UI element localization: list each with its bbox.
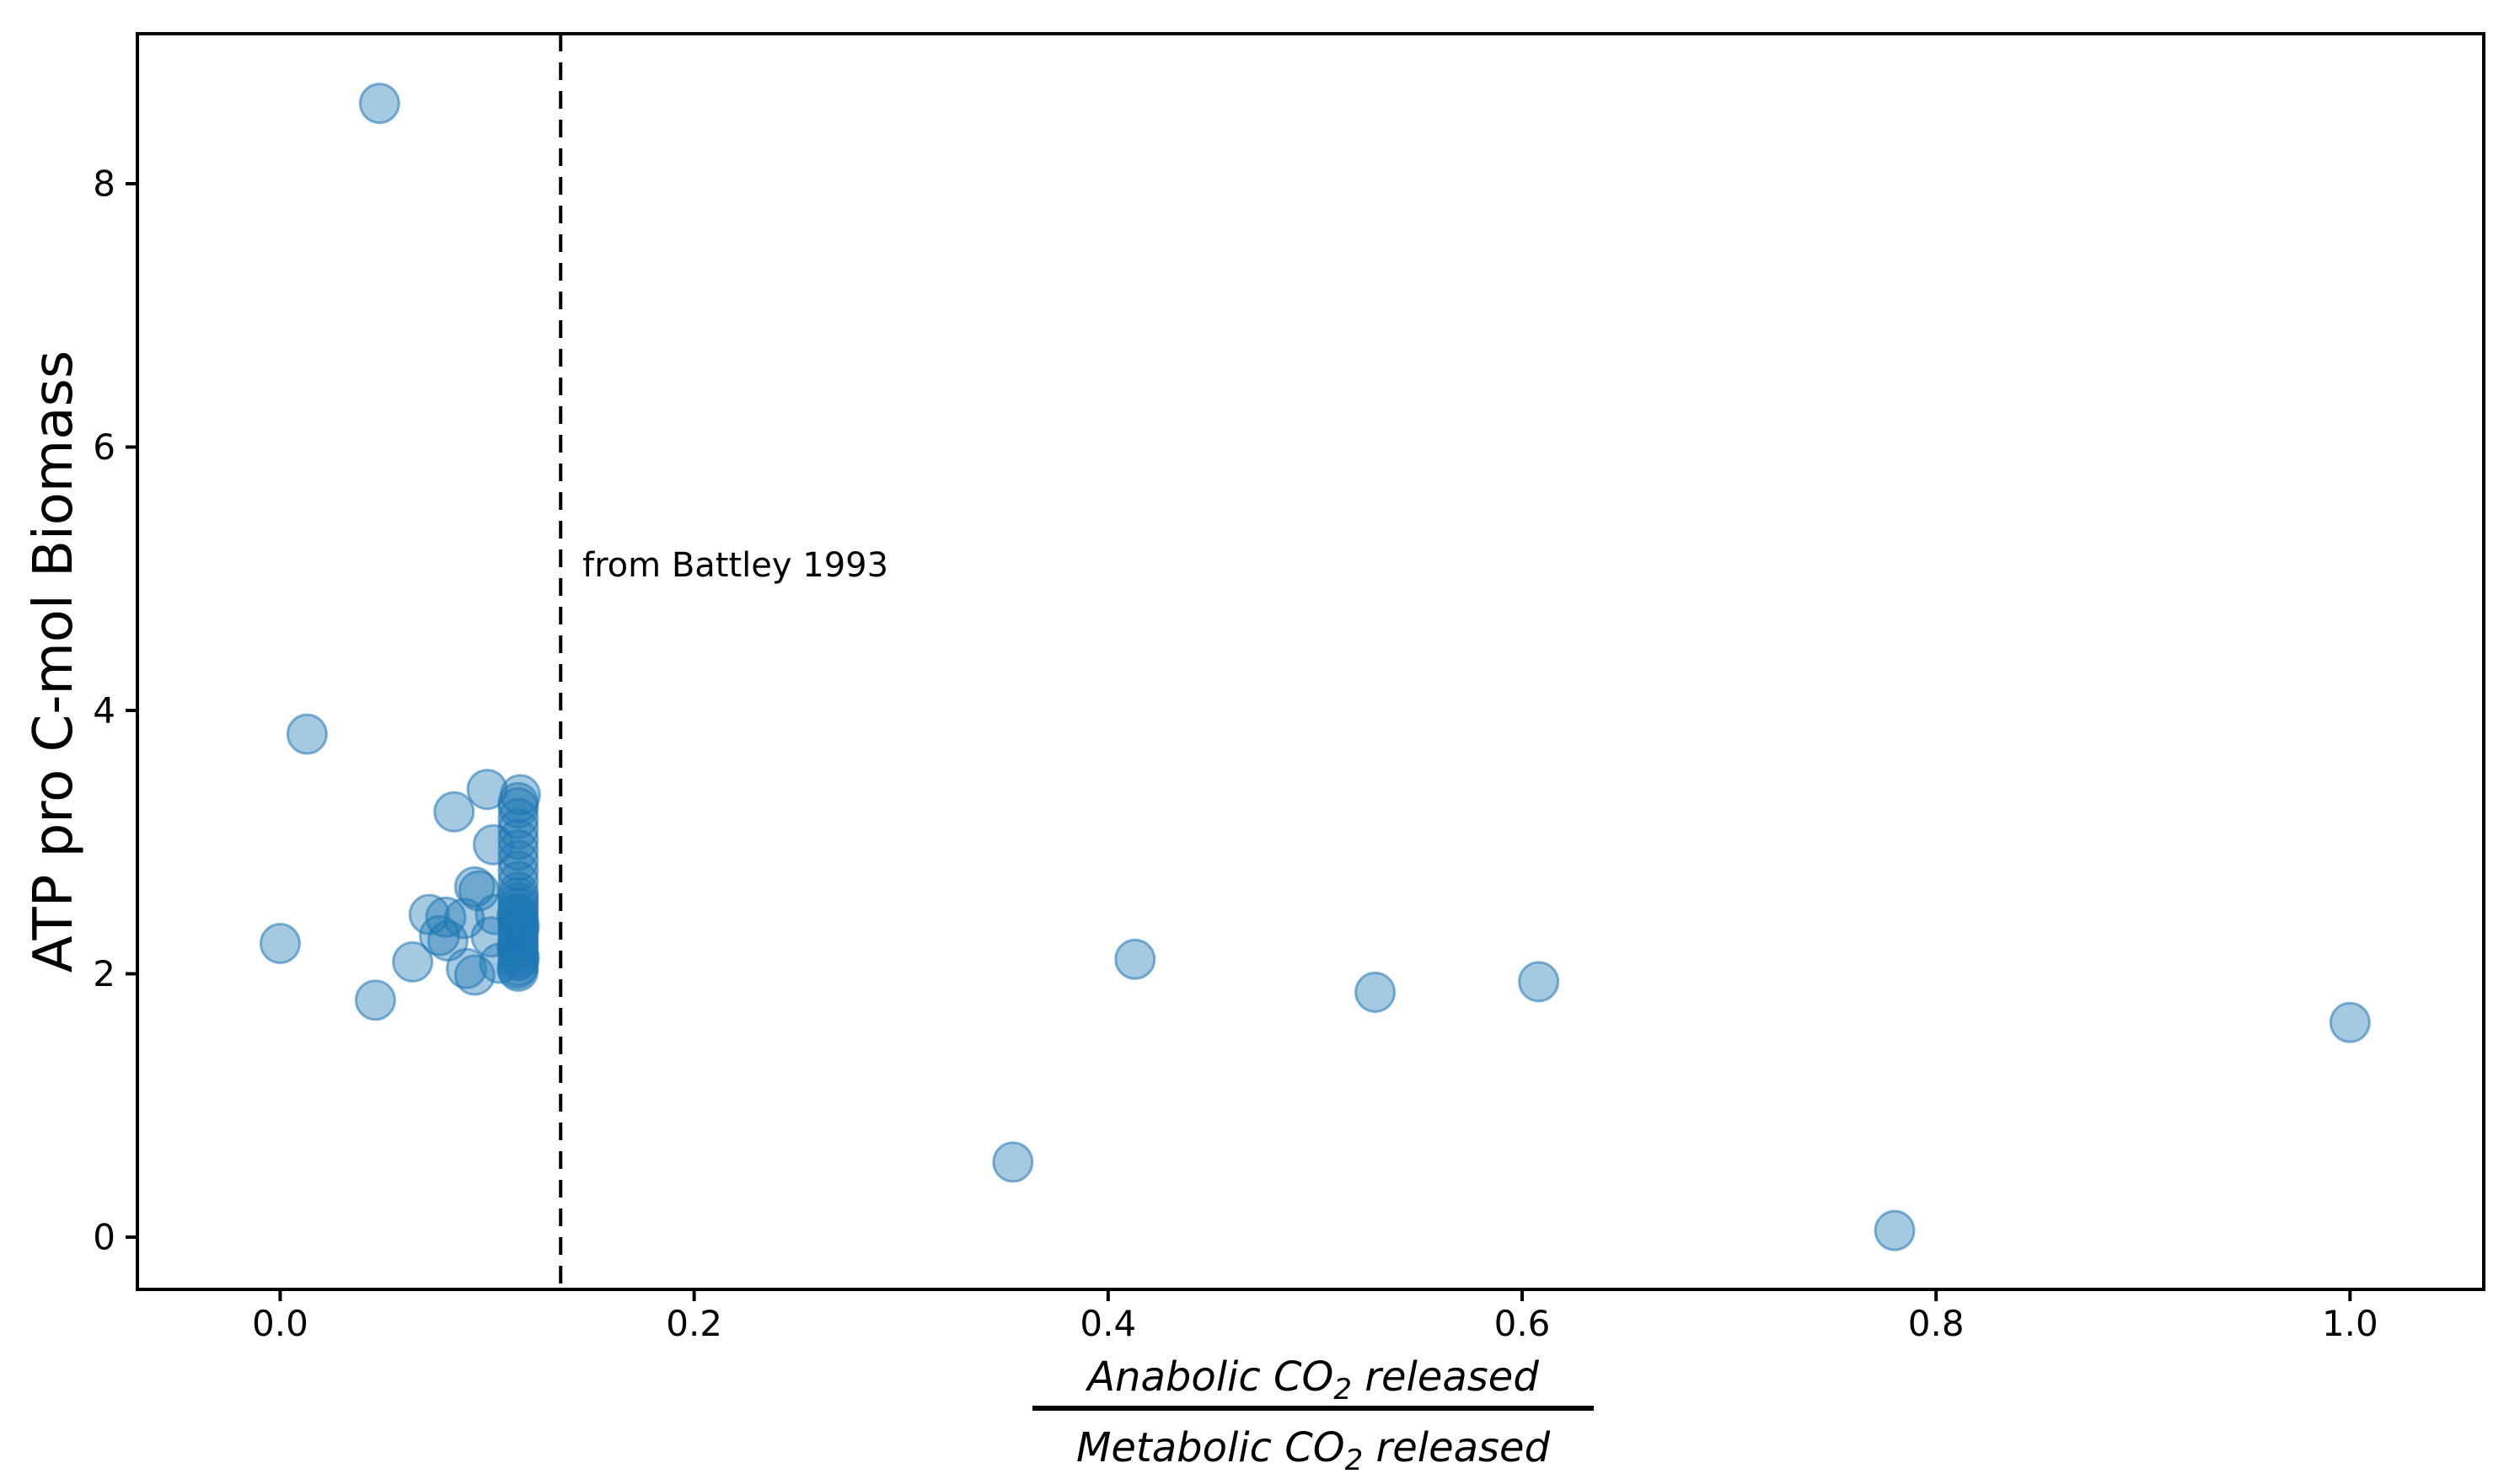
data-point <box>497 797 539 839</box>
x-axis-label-denominator: Metabolic CO2 released <box>1076 1424 1551 1477</box>
data-points <box>259 83 2371 1251</box>
data-point <box>992 1141 1034 1183</box>
data-point <box>354 979 396 1021</box>
data-point <box>1874 1209 1916 1251</box>
x-tick-label: 0.6 <box>1494 1303 1551 1344</box>
data-point <box>453 954 496 996</box>
data-point <box>2329 1001 2371 1043</box>
data-point <box>496 926 539 968</box>
y-tick-label: 4 <box>93 689 115 731</box>
x-tick-label: 0.8 <box>1908 1303 1965 1344</box>
data-point <box>358 83 400 125</box>
x-tick-label: 0.4 <box>1080 1303 1136 1344</box>
x-tick-label: 0.2 <box>666 1303 722 1344</box>
y-tick-label: 6 <box>93 426 115 468</box>
x-tick-label: 0.0 <box>252 1303 308 1344</box>
data-point <box>433 790 475 833</box>
data-point <box>497 829 539 871</box>
data-point <box>497 871 539 914</box>
axis-labels: ATP pro C-mol Biomass Anabolic CO2 releas… <box>23 351 1594 1477</box>
data-point <box>497 839 539 882</box>
y-axis-label: ATP pro C-mol Biomass <box>23 351 85 973</box>
data-point <box>1518 961 1560 1003</box>
data-point <box>497 860 539 903</box>
data-point <box>259 923 301 965</box>
plot-area <box>136 32 2485 1291</box>
data-point <box>497 781 539 823</box>
x-axis-label-numerator: Anabolic CO2 released <box>1085 1353 1539 1407</box>
y-tick-label: 0 <box>93 1216 115 1257</box>
data-point <box>496 895 539 937</box>
annotations: from Battley 1993 <box>559 34 888 1289</box>
x-tick-label: 1.0 <box>2322 1303 2378 1344</box>
data-point <box>466 769 508 811</box>
data-point <box>497 850 539 892</box>
data-point <box>392 940 434 983</box>
plot-border <box>136 32 2485 1291</box>
axis-ticks: 0.0 0.2 0.4 0.6 0.8 1.0 0 2 4 6 8 <box>93 163 2378 1344</box>
vline-annotation: from Battley 1993 <box>582 546 888 585</box>
data-point <box>497 818 539 860</box>
data-point <box>286 713 328 755</box>
y-tick-label: 2 <box>93 953 115 994</box>
y-tick-label: 8 <box>93 163 115 204</box>
data-point <box>1354 971 1397 1013</box>
data-point <box>1114 938 1156 980</box>
data-point <box>472 823 514 865</box>
